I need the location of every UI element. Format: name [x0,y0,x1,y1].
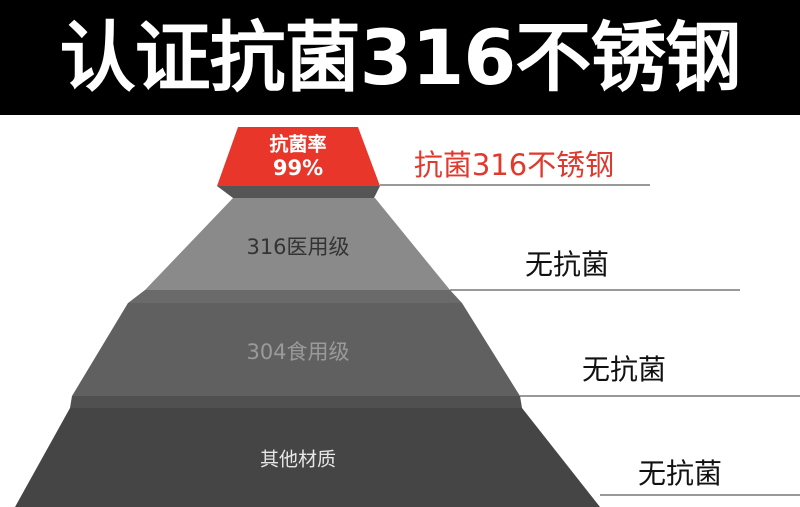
top-tier-label: 抗菌316不锈钢 [413,148,615,182]
band-1 [217,186,380,198]
pyramid-tier-other [15,408,600,507]
band-3 [70,396,522,408]
tier-316-name: 316医用级 [246,235,350,259]
page-title: 认证抗菌316不锈钢 [0,0,800,115]
tier-304-label: 无抗菌 [581,353,667,386]
tier-other-label: 无抗菌 [637,457,723,490]
tier-304-name: 304食用级 [246,340,350,364]
top-tier-rate-value: 99% [272,156,324,180]
tier-316-label: 无抗菌 [524,248,610,281]
pyramid-tier-316 [145,198,450,290]
pyramid-top-red [217,127,380,186]
pyramid-tier-304 [72,303,520,396]
top-tier-rate-label: 抗菌率 [269,133,327,156]
band-2 [128,290,462,303]
tier-other-name: 其他材质 [259,448,337,471]
